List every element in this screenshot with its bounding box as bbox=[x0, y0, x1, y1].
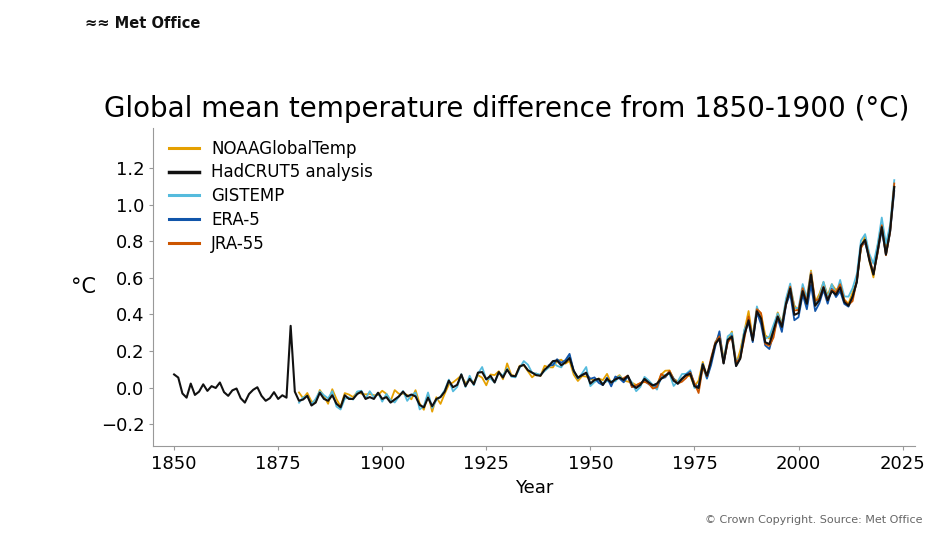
JRA-55 bbox=[835, 281, 846, 287]
NOAAGlobalTemp bbox=[722, 337, 733, 344]
ERA-5 bbox=[809, 308, 821, 314]
JRA-55 bbox=[888, 180, 900, 187]
ERA-5 bbox=[548, 362, 559, 368]
JRA-55 bbox=[639, 378, 650, 385]
HadCRUT5 analysis bbox=[335, 404, 346, 410]
ERA-5 bbox=[701, 375, 712, 382]
NOAAGlobalTemp bbox=[294, 389, 305, 395]
NOAAGlobalTemp bbox=[888, 184, 900, 190]
HadCRUT5 analysis bbox=[560, 359, 571, 366]
GISTEMP bbox=[481, 376, 492, 383]
Text: Global mean temperature difference from 1850-1900 (°C): Global mean temperature difference from … bbox=[104, 95, 909, 123]
JRA-55 bbox=[685, 369, 696, 376]
ERA-5 bbox=[718, 360, 729, 366]
GISTEMP bbox=[785, 280, 796, 287]
NOAAGlobalTemp bbox=[426, 408, 438, 415]
Y-axis label: °C: °C bbox=[72, 277, 97, 297]
HadCRUT5 analysis bbox=[168, 372, 180, 378]
Text: ≈≈ Met Office: ≈≈ Met Office bbox=[85, 16, 200, 31]
Text: © Crown Copyright. Source: Met Office: © Crown Copyright. Source: Met Office bbox=[705, 515, 922, 525]
JRA-55 bbox=[872, 250, 884, 256]
NOAAGlobalTemp bbox=[785, 284, 796, 290]
Legend: NOAAGlobalTemp, HadCRUT5 analysis, GISTEMP, ERA-5, JRA-55: NOAAGlobalTemp, HadCRUT5 analysis, GISTE… bbox=[169, 140, 373, 253]
JRA-55 bbox=[739, 335, 750, 342]
ERA-5 bbox=[543, 362, 554, 369]
NOAAGlobalTemp bbox=[335, 403, 346, 410]
ERA-5 bbox=[888, 188, 900, 194]
Line: GISTEMP: GISTEMP bbox=[299, 180, 894, 409]
HadCRUT5 analysis bbox=[647, 382, 659, 389]
HadCRUT5 analysis bbox=[244, 391, 255, 397]
HadCRUT5 analysis bbox=[888, 184, 900, 190]
ERA-5 bbox=[627, 384, 638, 390]
HadCRUT5 analysis bbox=[198, 381, 209, 387]
HadCRUT5 analysis bbox=[177, 390, 188, 397]
GISTEMP bbox=[888, 177, 900, 183]
NOAAGlobalTemp bbox=[381, 391, 392, 397]
Line: ERA-5: ERA-5 bbox=[549, 191, 894, 387]
X-axis label: Year: Year bbox=[515, 479, 553, 497]
Line: NOAAGlobalTemp: NOAAGlobalTemp bbox=[299, 187, 894, 411]
Line: JRA-55: JRA-55 bbox=[624, 183, 894, 393]
HadCRUT5 analysis bbox=[706, 357, 717, 364]
ERA-5 bbox=[564, 351, 575, 357]
JRA-55 bbox=[618, 375, 630, 381]
GISTEMP bbox=[335, 406, 346, 413]
GISTEMP bbox=[776, 321, 788, 327]
GISTEMP bbox=[294, 400, 305, 406]
NOAAGlobalTemp bbox=[481, 382, 492, 389]
JRA-55 bbox=[693, 390, 704, 396]
GISTEMP bbox=[339, 395, 350, 402]
GISTEMP bbox=[385, 397, 396, 403]
GISTEMP bbox=[722, 333, 733, 340]
Line: HadCRUT5 analysis: HadCRUT5 analysis bbox=[174, 187, 894, 407]
NOAAGlobalTemp bbox=[776, 320, 788, 326]
JRA-55 bbox=[706, 354, 717, 361]
ERA-5 bbox=[826, 286, 837, 292]
